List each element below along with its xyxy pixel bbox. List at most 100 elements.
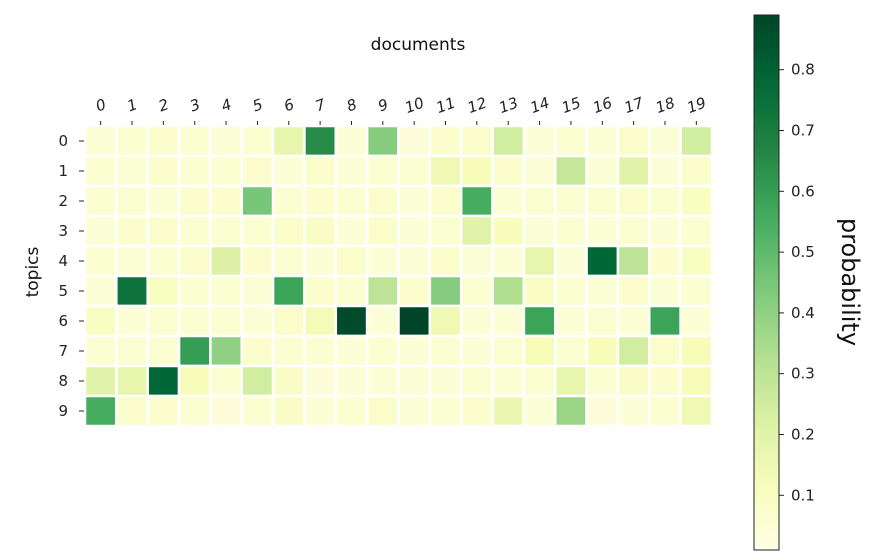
heatmap-cell: [115, 334, 149, 368]
heatmap-cell: [115, 394, 149, 428]
heatmap-cell: [679, 274, 714, 308]
heatmap-cell: [648, 184, 682, 218]
heatmap-cell: [428, 334, 463, 368]
heatmap-cell: [177, 334, 212, 368]
heatmap-cell: [428, 394, 463, 428]
heatmap-cell: [365, 124, 400, 158]
heatmap-cell: [679, 214, 714, 248]
heatmap-cell: [240, 304, 275, 338]
y-tick-label: 2: [58, 192, 68, 210]
heatmap-cell: [365, 154, 400, 188]
heatmap-cell: [115, 214, 149, 248]
colorbar-gradient: [753, 14, 780, 551]
heatmap-cell: [616, 124, 651, 158]
heatmap-cell: [365, 334, 400, 368]
heatmap-cell: [365, 244, 400, 278]
x-tick-label: 13: [496, 94, 520, 117]
heatmap-cell: [177, 124, 212, 158]
heatmap-cell: [83, 334, 118, 368]
x-tick-label: 15: [559, 94, 583, 117]
heatmap-cell: [334, 304, 369, 338]
heatmap-cell: [459, 274, 494, 308]
heatmap-cell: [209, 184, 243, 218]
x-axis-label: documents: [371, 35, 466, 55]
heatmap-cell: [428, 154, 463, 188]
heatmap-cell: [271, 394, 306, 428]
x-tick-label: 7: [313, 95, 329, 115]
heatmap-cell: [209, 154, 243, 188]
y-tick-label: 9: [58, 402, 68, 420]
heatmap-cell: [209, 274, 243, 308]
heatmap-cell: [679, 304, 714, 338]
heatmap-cell: [146, 184, 181, 218]
heatmap-cell: [679, 244, 714, 278]
heatmap-cell: [522, 334, 557, 368]
heatmap-cell: [83, 214, 118, 248]
heatmap-cell: [679, 334, 714, 368]
heatmap-cell: [334, 364, 369, 398]
heatmap-cell: [115, 154, 149, 188]
heatmap-cell: [459, 124, 494, 158]
heatmap-cell: [459, 154, 494, 188]
heatmap-cell: [209, 334, 243, 368]
heatmap-cell: [303, 394, 338, 428]
heatmap-cell: [209, 214, 243, 248]
heatmap-cell: [459, 304, 494, 338]
heatmap-cell: [115, 184, 149, 218]
heatmap-cell: [679, 394, 714, 428]
heatmap-cell: [146, 244, 181, 278]
heatmap-cell: [459, 334, 494, 368]
heatmap-cell: [334, 184, 369, 218]
x-tick-label: 6: [282, 95, 297, 115]
heatmap-cell: [303, 334, 338, 368]
heatmap-cell: [616, 334, 651, 368]
heatmap-cell: [616, 154, 651, 188]
heatmap-cell: [177, 154, 212, 188]
heatmap-cell: [397, 304, 432, 338]
x-tick-label: 10: [402, 94, 426, 117]
heatmap-cell: [491, 394, 526, 428]
heatmap-cell: [522, 124, 557, 158]
heatmap-cell: [554, 394, 588, 428]
x-tick-label: 4: [219, 95, 234, 115]
heatmap-cell: [428, 244, 463, 278]
heatmap-cell: [271, 244, 306, 278]
heatmap-cell: [491, 154, 526, 188]
heatmap-cell: [616, 244, 651, 278]
x-tick-label: 8: [344, 95, 359, 115]
heatmap-cell: [397, 154, 432, 188]
heatmap-cell: [83, 124, 118, 158]
heatmap-cell: [522, 274, 557, 308]
heatmap-cell: [554, 274, 588, 308]
heatmap-cell: [271, 364, 306, 398]
heatmap-cell: [334, 244, 369, 278]
heatmap-cell: [303, 244, 338, 278]
heatmap-cell: [585, 394, 620, 428]
y-tick-label: 8: [58, 372, 68, 390]
heatmap-cell: [554, 214, 588, 248]
x-tick-label: 11: [434, 94, 458, 117]
heatmap-cell: [554, 184, 588, 218]
heatmap-cell: [83, 304, 118, 338]
heatmap-cell: [271, 214, 306, 248]
heatmap-cell: [616, 304, 651, 338]
heatmap-cell: [616, 214, 651, 248]
heatmap-cell: [240, 334, 275, 368]
heatmap-cell: [459, 214, 494, 248]
heatmap-cell: [491, 124, 526, 158]
heatmap-cell: [491, 214, 526, 248]
y-tick-label: 4: [58, 252, 68, 270]
heatmap-cell: [303, 304, 338, 338]
heatmap-cell: [522, 304, 557, 338]
heatmap-cell: [365, 394, 400, 428]
heatmap-cell: [83, 364, 118, 398]
x-tick-label: 1: [125, 95, 140, 115]
heatmap-cell: [271, 184, 306, 218]
heatmap-cell: [115, 124, 149, 158]
heatmap-cell: [585, 154, 620, 188]
heatmap-cell: [146, 214, 181, 248]
heatmap-cell: [271, 274, 306, 308]
heatmap-cell: [115, 274, 149, 308]
heatmap-cell: [554, 154, 588, 188]
